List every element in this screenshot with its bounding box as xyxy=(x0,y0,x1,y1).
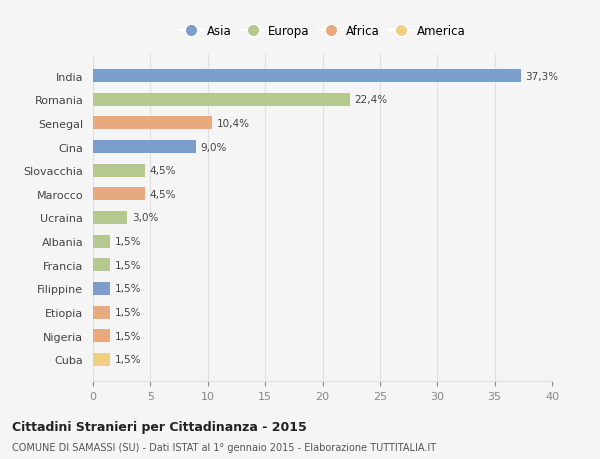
Text: 37,3%: 37,3% xyxy=(526,72,559,81)
Text: 1,5%: 1,5% xyxy=(115,308,142,318)
Text: 1,5%: 1,5% xyxy=(115,331,142,341)
Text: 9,0%: 9,0% xyxy=(201,142,227,152)
Bar xyxy=(93,235,110,248)
Text: 4,5%: 4,5% xyxy=(149,190,176,199)
Bar xyxy=(93,330,110,342)
Text: 1,5%: 1,5% xyxy=(115,237,142,246)
Bar xyxy=(93,117,212,130)
Bar xyxy=(93,306,110,319)
Bar xyxy=(93,141,196,154)
Text: 4,5%: 4,5% xyxy=(149,166,176,176)
Bar xyxy=(93,259,110,272)
Legend: Asia, Europa, Africa, America: Asia, Europa, Africa, America xyxy=(176,22,469,42)
Text: 22,4%: 22,4% xyxy=(355,95,388,105)
Text: 1,5%: 1,5% xyxy=(115,260,142,270)
Text: Cittadini Stranieri per Cittadinanza - 2015: Cittadini Stranieri per Cittadinanza - 2… xyxy=(12,420,307,433)
Bar xyxy=(93,188,145,201)
Text: COMUNE DI SAMASSI (SU) - Dati ISTAT al 1° gennaio 2015 - Elaborazione TUTTITALIA: COMUNE DI SAMASSI (SU) - Dati ISTAT al 1… xyxy=(12,442,436,452)
Text: 1,5%: 1,5% xyxy=(115,355,142,364)
Text: 1,5%: 1,5% xyxy=(115,284,142,294)
Bar xyxy=(93,94,350,106)
Bar xyxy=(93,212,127,224)
Text: 3,0%: 3,0% xyxy=(132,213,158,223)
Bar xyxy=(93,282,110,295)
Bar xyxy=(93,164,145,177)
Text: 10,4%: 10,4% xyxy=(217,118,250,129)
Bar xyxy=(93,353,110,366)
Bar xyxy=(93,70,521,83)
